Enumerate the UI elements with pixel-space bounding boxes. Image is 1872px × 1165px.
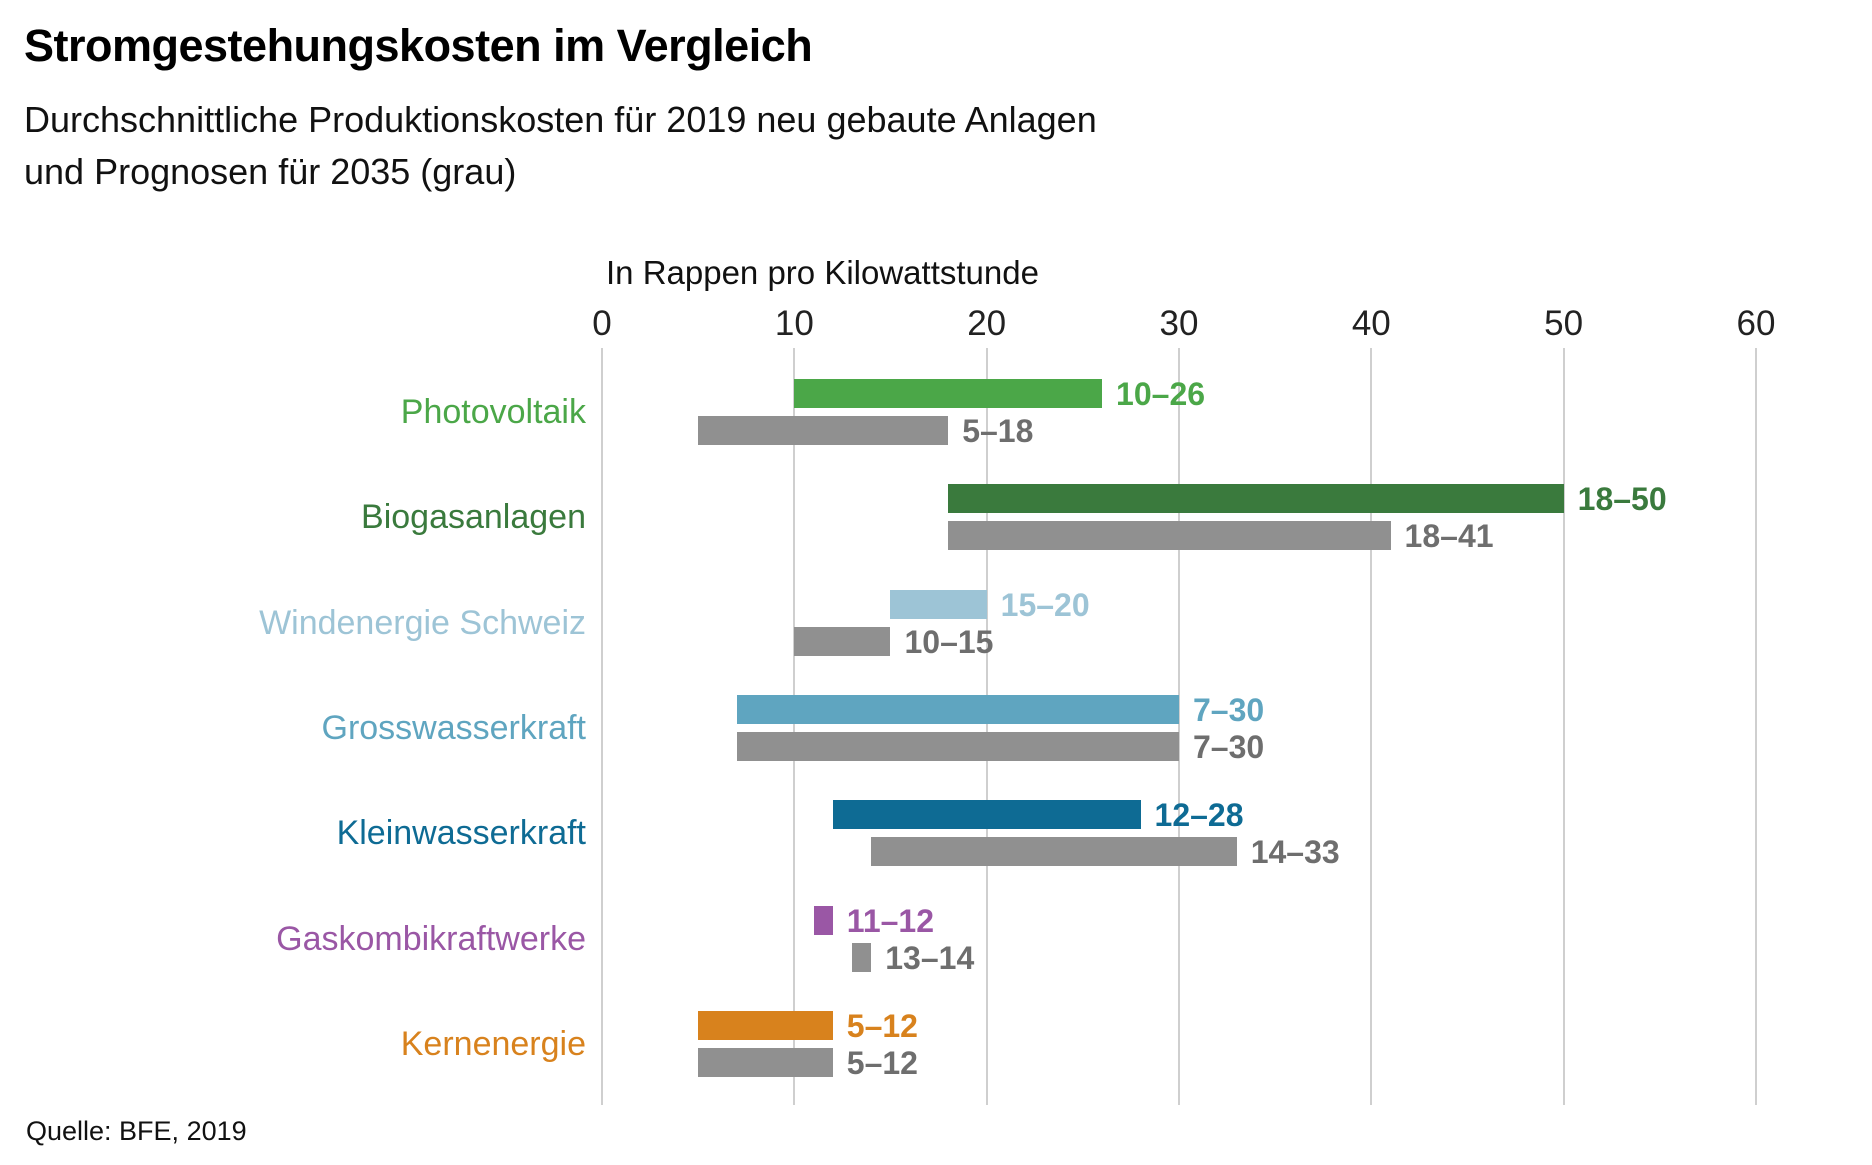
category-label: Photovoltaik [400, 393, 586, 431]
x-tick-label-30: 30 [1159, 304, 1199, 343]
category-label: Kernenergie [400, 1024, 586, 1063]
bar-2035-forecast [698, 1047, 833, 1077]
x-tick-label-60: 60 [1736, 304, 1776, 343]
source-note: Quelle: BFE, 2019 [26, 1116, 247, 1146]
x-tick-label-50: 50 [1544, 304, 1584, 343]
value-label-2019: 10–26 [1116, 376, 1206, 412]
bar-2019 [813, 905, 833, 935]
value-label-2035: 5–18 [962, 413, 1034, 449]
chart-subtitle-line1: Durchschnittliche Produktionskosten für … [24, 99, 1097, 140]
category-label: Grosswasserkraft [321, 708, 587, 747]
bar-2019 [832, 800, 1141, 830]
chart-subtitle-line2: und Prognosen für 2035 (grau) [24, 151, 517, 192]
x-tick-label-0: 0 [592, 304, 612, 343]
bar-2035-forecast [736, 731, 1179, 761]
bar-2035-forecast [871, 837, 1237, 867]
value-label-2019: 11–12 [846, 902, 934, 939]
bar-2035-forecast [794, 626, 891, 656]
bar-2019 [698, 1010, 833, 1040]
value-label-2035: 13–14 [885, 939, 975, 976]
bar-2019 [736, 694, 1179, 724]
bar-2035-forecast [852, 942, 872, 972]
category-label: Gaskombikraftwerke [276, 919, 586, 958]
value-label-2035: 14–33 [1250, 834, 1340, 871]
value-label-2019: 15–20 [1000, 586, 1090, 623]
value-label-2035: 5–12 [846, 1044, 918, 1081]
bar-2019 [948, 484, 1564, 514]
bar-2035-forecast [948, 521, 1391, 551]
category-label: Windenergie Schweiz [259, 603, 586, 642]
category-label: Biogasanlagen [361, 498, 586, 537]
gridline-10 [793, 348, 796, 1105]
value-label-2019: 7–30 [1192, 691, 1265, 728]
x-tick-label-40: 40 [1351, 304, 1391, 343]
gridline-60 [1754, 348, 1757, 1105]
x-tick-label-10: 10 [774, 304, 814, 343]
gridline-30 [1177, 348, 1180, 1105]
value-label-2035: 10–15 [904, 623, 994, 660]
chart-title: Stromgestehungskosten im Vergleich [24, 20, 813, 71]
value-label-2019: 5–12 [846, 1007, 918, 1044]
x-tick-label-20: 20 [967, 304, 1007, 343]
bar-2035-forecast [698, 416, 949, 445]
value-label-2035: 7–30 [1192, 728, 1265, 765]
bar-2019 [890, 589, 987, 619]
value-label-2035: 18–41 [1404, 518, 1494, 555]
gridline-50 [1562, 348, 1565, 1105]
bar-2019 [794, 379, 1103, 408]
chart-subtitle: Durchschnittliche Produktionskosten für … [24, 94, 1097, 198]
x-axis-title: In Rappen pro Kilowattstunde [606, 254, 1039, 291]
gridline-40 [1370, 348, 1373, 1105]
category-label: Kleinwasserkraft [336, 814, 586, 853]
gridline-20 [985, 348, 988, 1105]
gridline-0 [601, 348, 603, 1105]
value-label-2019: 18–50 [1577, 481, 1667, 518]
value-label-2019: 12–28 [1154, 797, 1244, 834]
